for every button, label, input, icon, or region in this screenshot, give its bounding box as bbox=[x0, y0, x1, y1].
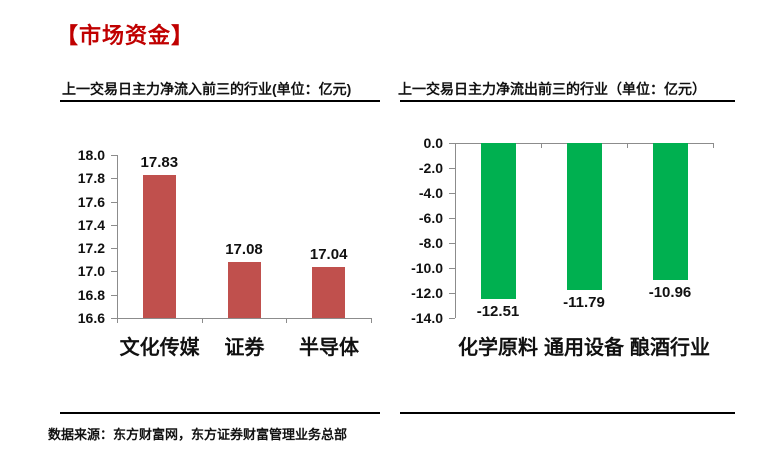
y-tick-mark bbox=[449, 218, 455, 219]
bar-化学原料 bbox=[480, 143, 516, 300]
category-label: 化学原料 bbox=[458, 337, 538, 359]
outflow-chart-title: 上一交易日主力净流出前三的行业（单位：亿元） bbox=[398, 81, 706, 97]
y-axis-line bbox=[455, 143, 456, 318]
category-label: 通用设备 bbox=[544, 337, 624, 359]
y-tick-label: -12.0 bbox=[411, 285, 443, 301]
y-tick-mark bbox=[449, 268, 455, 269]
y-tick-label: -10.0 bbox=[411, 260, 443, 276]
bar-酿酒行业 bbox=[652, 143, 688, 280]
y-tick-label: 18.0 bbox=[77, 147, 105, 163]
category-label: 证券 bbox=[224, 337, 265, 359]
y-tick-label: -14.0 bbox=[411, 310, 443, 326]
value-label: -12.51 bbox=[476, 303, 520, 321]
section-title: 【市场资金】 bbox=[56, 23, 195, 48]
value-label: -11.79 bbox=[563, 294, 605, 312]
y-axis-line bbox=[117, 155, 118, 318]
y-tick-mark bbox=[111, 178, 117, 180]
y-tick-label: -6.0 bbox=[418, 210, 443, 226]
y-tick-label: -4.0 bbox=[418, 185, 443, 201]
data-source: 数据来源：东方财富网，东方证券财富管理业务总部 bbox=[48, 427, 348, 442]
category-label: 酿酒行业 bbox=[630, 337, 710, 359]
y-tick-mark bbox=[111, 248, 117, 250]
bar-文化传媒 bbox=[142, 174, 176, 318]
y-tick-mark bbox=[449, 143, 455, 144]
y-tick-mark bbox=[111, 155, 117, 156]
y-tick-mark bbox=[449, 318, 455, 319]
y-tick-label: 17.6 bbox=[77, 193, 105, 210]
category-tick-mark bbox=[371, 318, 372, 323]
category-label: 文化传媒 bbox=[119, 337, 200, 359]
outflow-bottom-rule bbox=[400, 412, 735, 414]
y-tick-label: 17.0 bbox=[77, 263, 105, 280]
category-tick-mark bbox=[117, 318, 118, 323]
category-tick-mark bbox=[713, 143, 714, 148]
value-label: 17.04 bbox=[309, 245, 348, 263]
category-tick-mark bbox=[541, 143, 542, 148]
category-tick-mark bbox=[455, 143, 456, 148]
value-label: -10.96 bbox=[648, 284, 692, 301]
y-tick-label: 0.0 bbox=[423, 135, 443, 151]
inflow-title-underline bbox=[60, 100, 380, 102]
y-tick-mark bbox=[449, 243, 455, 244]
inflow-bottom-rule bbox=[60, 412, 380, 414]
y-tick-mark bbox=[111, 224, 117, 226]
y-tick-mark bbox=[449, 193, 455, 194]
bar-通用设备 bbox=[566, 143, 602, 291]
category-tick-mark bbox=[201, 318, 203, 323]
y-tick-label: 17.2 bbox=[77, 240, 105, 257]
y-tick-label: 16.8 bbox=[77, 286, 105, 303]
y-tick-label: 17.8 bbox=[77, 170, 105, 187]
y-tick-mark bbox=[111, 201, 117, 203]
category-axis-line bbox=[117, 318, 371, 319]
bar-证券 bbox=[227, 262, 261, 318]
y-tick-mark bbox=[449, 293, 455, 294]
y-tick-label: 16.6 bbox=[77, 310, 105, 326]
category-label: 半导体 bbox=[298, 337, 359, 359]
y-tick-mark bbox=[449, 168, 455, 169]
bar-半导体 bbox=[312, 266, 346, 318]
inflow-chart-title: 上一交易日主力净流入前三的行业(单位：亿元) bbox=[62, 81, 352, 97]
outflow-title-underline bbox=[400, 100, 735, 102]
y-tick-mark bbox=[111, 318, 117, 319]
y-tick-label: -8.0 bbox=[418, 235, 443, 251]
y-tick-mark bbox=[111, 294, 117, 296]
y-tick-label: -2.0 bbox=[418, 160, 443, 176]
y-tick-mark bbox=[111, 271, 117, 273]
y-tick-label: 17.4 bbox=[77, 216, 105, 233]
value-label: 17.08 bbox=[225, 241, 263, 259]
value-label: 17.83 bbox=[140, 153, 179, 171]
category-tick-mark bbox=[286, 318, 288, 323]
category-tick-mark bbox=[627, 143, 628, 148]
